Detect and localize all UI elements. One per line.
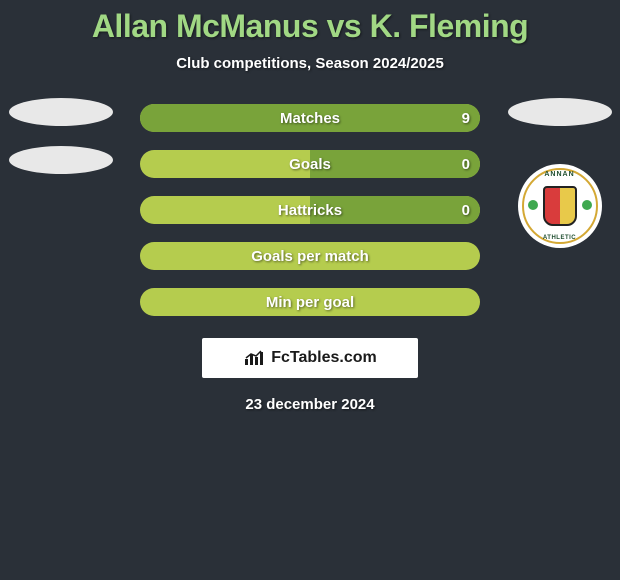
crest-top-text: ANNAN [518, 171, 602, 178]
stat-right-value: 0 [462, 202, 470, 219]
stat-row-min-per-goal: Min per goal [140, 288, 480, 316]
stat-right-value: 0 [462, 156, 470, 173]
comparison-widget: Allan McManus vs K. Fleming Club competi… [0, 0, 620, 413]
crest-bottom-text: ATHLETIC [518, 235, 602, 241]
subtitle: Club competitions, Season 2024/2025 [0, 55, 620, 72]
stat-label: Hattricks [278, 202, 342, 219]
stat-label: Matches [280, 110, 340, 127]
right-player-column: ANNAN ATHLETIC [507, 98, 612, 248]
stat-label: Goals per match [251, 248, 369, 265]
stat-row-hattricks: Hattricks 0 [140, 196, 480, 224]
brand-box[interactable]: FcTables.com [202, 338, 418, 378]
stat-label: Min per goal [266, 294, 354, 311]
brand-chart-icon [243, 349, 265, 367]
stat-right-value: 9 [462, 110, 470, 127]
left-player-placeholder-1 [9, 98, 113, 126]
right-club-crest: ANNAN ATHLETIC [518, 164, 602, 248]
page-title: Allan McManus vs K. Fleming [0, 8, 620, 45]
thistle-icon [582, 200, 592, 210]
stat-fill [310, 150, 480, 178]
left-club-placeholder [9, 146, 113, 174]
stat-row-matches: Matches 9 [140, 104, 480, 132]
stat-label: Goals [289, 156, 331, 173]
thistle-icon [528, 200, 538, 210]
stat-row-goals: Goals 0 [140, 150, 480, 178]
left-player-column [8, 98, 113, 174]
stat-row-goals-per-match: Goals per match [140, 242, 480, 270]
brand-text: FcTables.com [271, 349, 377, 367]
stat-bars: Matches 9 Goals 0 Hattricks 0 Goals per … [140, 104, 480, 316]
date-text: 23 december 2024 [0, 396, 620, 413]
content-area: ANNAN ATHLETIC Matches 9 Goals 0 [0, 104, 620, 413]
right-player-placeholder [508, 98, 612, 126]
